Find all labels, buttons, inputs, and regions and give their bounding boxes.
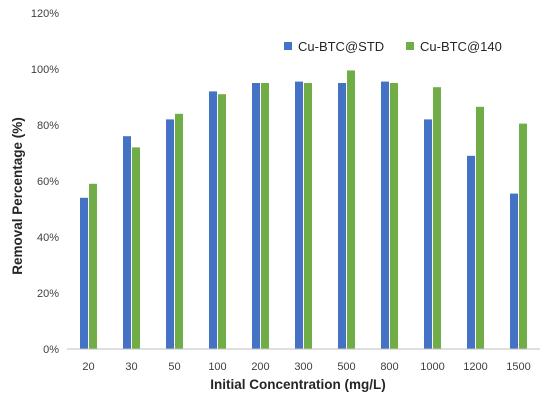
bar-1-20 [89,183,97,349]
x-tick-label: 1500 [506,361,530,373]
legend-label-0: Cu-BTC@STD [298,39,384,54]
x-tick-label: 500 [337,361,355,373]
legend-item-0: Cu-BTC@STD [284,39,384,54]
y-tick-label: 120% [31,8,59,20]
y-tick-label: 40% [37,232,59,244]
bar-0-50 [166,119,174,350]
y-axis-title: Removal Percentage (%) [10,117,25,275]
bar-1-100 [218,94,226,349]
x-tick-label: 30 [125,361,137,373]
x-tick-label: 1200 [463,361,487,373]
y-tick-label: 20% [37,288,59,300]
x-axis-title: Initial Concentration (mg/L) [210,377,386,392]
bar-0-1500 [510,193,518,349]
x-tick-label: 20 [82,361,94,373]
bar-1-300 [304,83,312,349]
bar-0-200 [252,83,260,349]
y-tick-label: 60% [37,176,59,188]
bar-1-800 [390,83,398,349]
bar-1-50 [175,113,183,349]
bar-1-1200 [476,106,484,349]
bars [80,70,527,350]
bar-0-1200 [467,155,475,349]
bar-0-1000 [424,119,432,350]
bar-1-1000 [433,87,441,349]
bar-0-20 [80,197,88,349]
x-tick-label: 200 [251,361,269,373]
legend-item-1: Cu-BTC@140 [406,39,502,54]
legend-label-1: Cu-BTC@140 [420,39,502,54]
x-tick-label: 800 [380,361,398,373]
bar-1-30 [132,147,140,349]
bar-0-300 [295,81,303,349]
bar-1-200 [261,83,269,349]
x-tick-label: 100 [208,361,226,373]
y-axis-ticks: 0% 20% 40% 60% 80% 100% 120% [31,8,59,356]
x-axis-ticks: 20 30 50 100 200 300 500 800 1000 1200 1500 [82,361,530,373]
x-tick-label: 300 [294,361,312,373]
x-tick-label: 1000 [420,361,444,373]
bar-0-500 [338,83,346,349]
y-tick-label: 100% [31,64,59,76]
bar-0-800 [381,81,389,349]
y-tick-label: 80% [37,120,59,132]
y-tick-label: 0% [43,344,59,356]
legend-swatch-0 [284,42,292,50]
bar-0-100 [209,91,217,350]
legend: Cu-BTC@STD Cu-BTC@140 [284,39,502,54]
bar-1-500 [347,70,355,350]
x-tick-label: 50 [168,361,180,373]
legend-swatch-1 [406,42,414,50]
bar-0-30 [123,136,131,349]
bar-1-1500 [519,123,527,349]
